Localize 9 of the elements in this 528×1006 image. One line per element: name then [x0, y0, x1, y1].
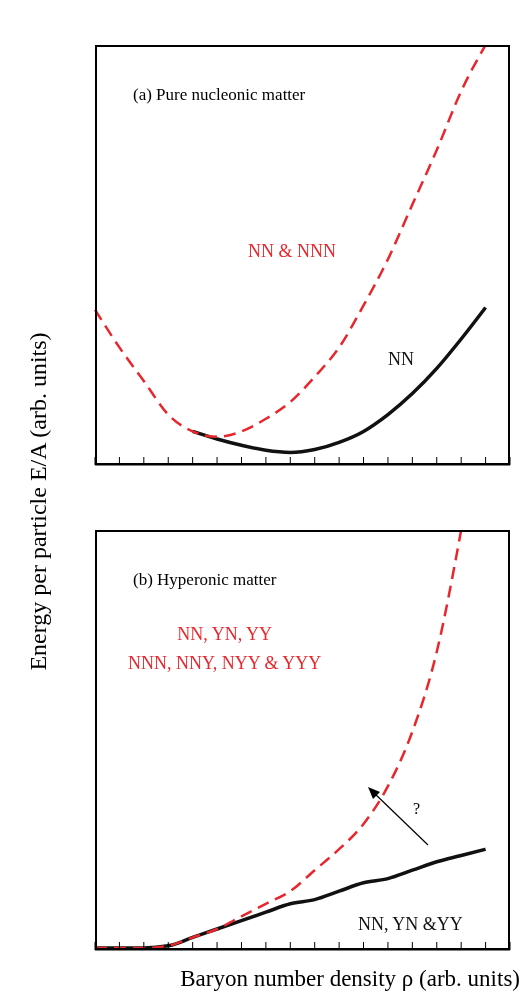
text: NN, YN, YY NNN, NNY, NYY & YYY — [128, 623, 322, 675]
annotation: ? — [413, 800, 421, 818]
annotation: (b) Hyperonic matter — [133, 570, 277, 590]
series-label: NN — [388, 348, 414, 371]
x-axis-title: Baryon number density ρ (arb. units) — [179, 966, 520, 992]
annotation: (a) Pure nucleonic matter — [133, 85, 306, 105]
text: NN & NNN — [248, 240, 336, 263]
y-axis-title: Energy per particle E/A (arb. units) — [24, 331, 52, 673]
series-label: NN, YN &YY — [358, 913, 463, 936]
